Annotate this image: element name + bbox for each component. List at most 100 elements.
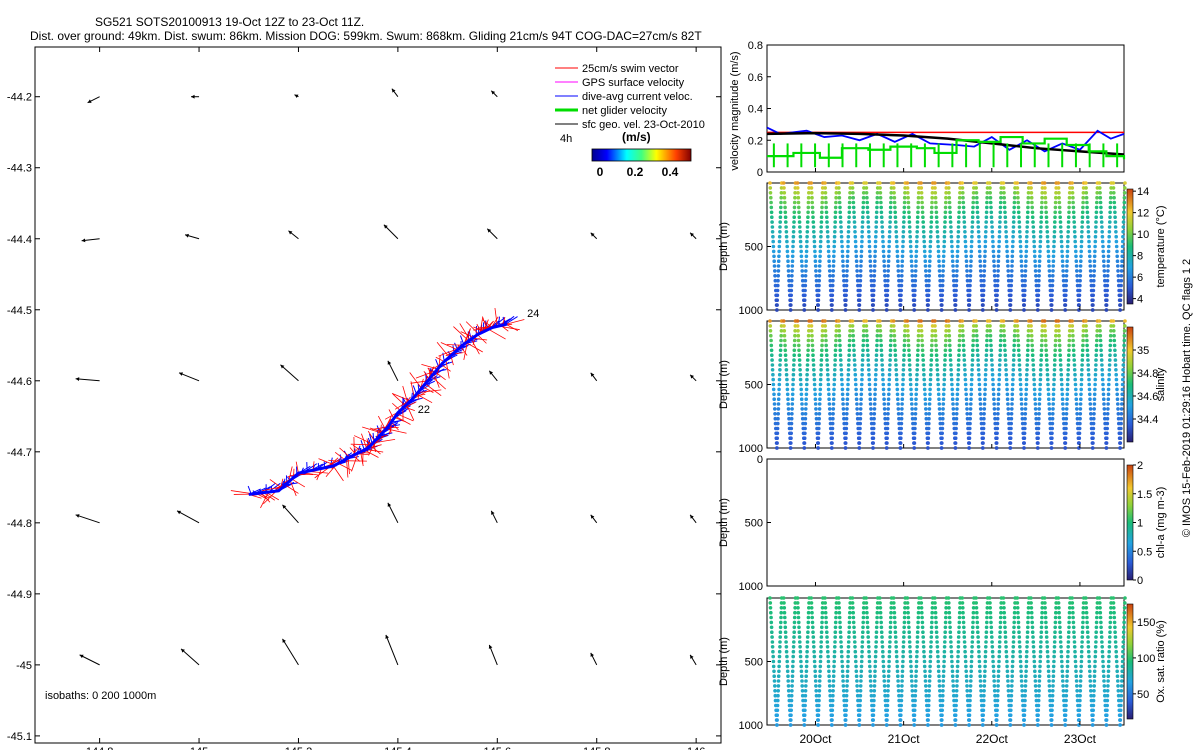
colorbar-tick-label: 0.5 <box>1137 546 1152 558</box>
profile-sample <box>974 191 979 195</box>
profile-sample <box>859 402 863 406</box>
profile-sample <box>873 244 878 249</box>
profile-sample <box>974 329 979 333</box>
profile-sample <box>1119 426 1123 431</box>
profile-sample <box>804 679 808 683</box>
profile-sample <box>1067 620 1071 625</box>
profile-sample <box>1002 200 1007 205</box>
profile-sample <box>887 382 891 387</box>
profile-sample <box>1105 278 1110 283</box>
profile-sample <box>1122 606 1127 610</box>
profile-sample <box>855 689 860 693</box>
profile-sample <box>895 669 900 674</box>
profile-sample <box>1078 689 1083 693</box>
profile-sample <box>1077 708 1082 713</box>
velocity-ylabel: velocity magnitude (m/s) <box>729 51 741 170</box>
profile-sample <box>902 210 906 215</box>
profile-sample <box>1120 249 1125 254</box>
profile-sample <box>1022 441 1026 445</box>
profile-sample <box>811 635 816 639</box>
profile-sample <box>1047 684 1052 688</box>
profile-sample <box>1095 200 1099 205</box>
profile-sample <box>1061 412 1066 416</box>
profile-sample <box>910 274 915 278</box>
profile-sample <box>1042 596 1047 600</box>
profile-sample <box>1004 654 1009 659</box>
profile-sample <box>854 244 858 249</box>
profile-sample <box>885 421 890 426</box>
profile-sample <box>778 220 782 224</box>
profile-sample <box>975 195 979 200</box>
profile-sample <box>1116 264 1120 268</box>
profile-sample <box>882 392 886 397</box>
profile-sample <box>924 269 928 273</box>
profile-sample <box>941 416 945 421</box>
profile-sample <box>1122 195 1127 200</box>
profile-sample <box>844 431 848 436</box>
profile-sample <box>1122 191 1127 195</box>
profile-sample <box>978 674 982 678</box>
profile-sample <box>873 654 878 659</box>
profile-sample <box>804 664 809 669</box>
profile-sample <box>889 200 893 205</box>
profile-sample <box>1039 625 1044 630</box>
profile-sample <box>811 215 815 219</box>
profile-sample <box>912 308 916 312</box>
profile-sample <box>1009 426 1013 431</box>
profile-sample <box>868 249 872 254</box>
profile-sample <box>1084 195 1089 200</box>
profile-sample <box>810 610 814 615</box>
profile-sample <box>796 333 801 338</box>
profile-sample <box>1050 713 1054 717</box>
profile-sample <box>1034 274 1038 278</box>
profile-sample <box>988 195 993 200</box>
profile-sample <box>838 205 842 210</box>
profile-sample <box>985 620 989 625</box>
profile-sample <box>1029 319 1033 323</box>
profile-sample <box>998 635 1002 639</box>
profile-sample <box>985 606 990 610</box>
profile-sample <box>824 200 828 205</box>
profile-sample <box>1119 412 1124 416</box>
profile-sample <box>773 412 777 416</box>
profile-sample <box>1013 606 1017 610</box>
profile-sample <box>1081 615 1085 620</box>
profile-sample <box>1006 693 1011 698</box>
colorbar-tick-label: 34.8 <box>1137 368 1158 380</box>
profile-sample <box>1047 259 1051 264</box>
profile-sample <box>1112 191 1116 195</box>
profile-sample <box>988 610 993 615</box>
profile-sample <box>1093 645 1098 649</box>
profile-sample <box>895 392 900 397</box>
profile-sample <box>920 348 925 353</box>
profile-sample <box>971 343 975 348</box>
profile-sample <box>951 684 956 688</box>
profile-sample <box>1113 220 1118 224</box>
profile-sample <box>1061 274 1066 278</box>
profile-sample <box>992 407 997 411</box>
profile-sample <box>826 239 830 244</box>
colorbar-tick-label: 34.6 <box>1137 391 1158 403</box>
profile-sample <box>1099 625 1103 630</box>
profile-sample <box>908 377 913 382</box>
profile-sample <box>845 679 849 683</box>
profile-sample <box>820 601 825 605</box>
profile-sample <box>999 606 1003 610</box>
profile-sample <box>1105 283 1110 288</box>
profile-sample <box>783 620 787 625</box>
profile-sample <box>1099 635 1104 639</box>
profile-sample <box>949 649 954 654</box>
profile-sample <box>1060 664 1064 669</box>
profile-sample <box>878 181 882 185</box>
profile-sample <box>823 324 827 328</box>
profile-sample <box>1094 625 1099 630</box>
profile-sample <box>963 239 968 244</box>
profile-sample <box>903 186 907 190</box>
profile-sample <box>769 195 773 200</box>
profile-sample <box>871 303 875 307</box>
swim-vector <box>295 461 299 474</box>
profile-sample <box>930 329 935 333</box>
profile-sample <box>858 421 862 426</box>
profile-sample <box>934 200 938 205</box>
profile-sample <box>1043 191 1047 195</box>
